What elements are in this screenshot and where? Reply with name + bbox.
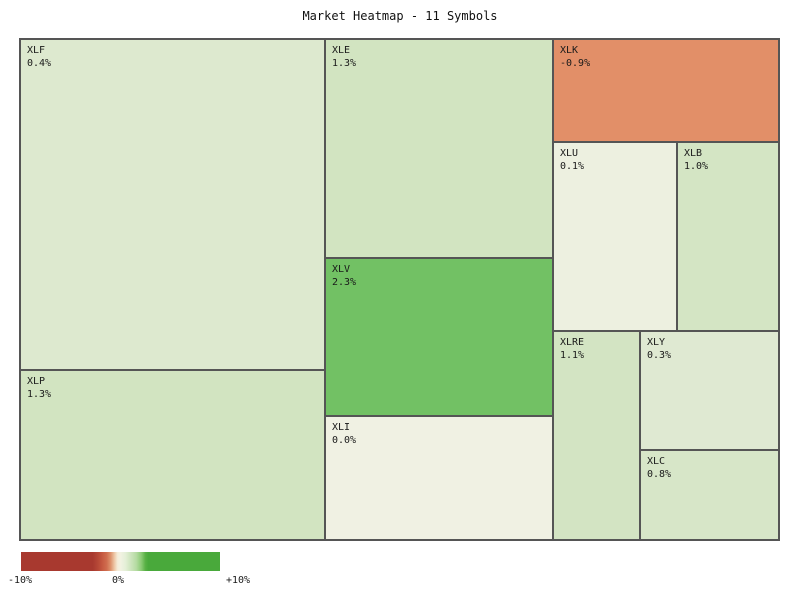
tile-xlp: XLP 1.3% — [19, 369, 326, 541]
tile-symbol: XLP — [27, 376, 46, 387]
tile-symbol: XLI — [332, 422, 351, 433]
tile-percent: 0.8% — [647, 469, 672, 480]
tile-symbol: XLF — [27, 45, 46, 56]
tile-percent: 1.1% — [560, 350, 585, 361]
tile-percent: 1.0% — [684, 161, 709, 172]
tile-xlu: XLU 0.1% — [552, 141, 678, 332]
tile-xlc: XLC 0.8% — [639, 449, 780, 541]
tile-xlf: XLF 0.4% — [19, 38, 326, 371]
tile-symbol: XLE — [332, 45, 351, 56]
tile-percent: -0.9% — [560, 58, 591, 69]
tile-symbol: XLC — [647, 456, 666, 467]
tile-xlk: XLK -0.9% — [552, 38, 780, 143]
colorbar-gradient — [21, 552, 220, 571]
treemap: XLF 0.4% XLP 1.3% XLE 1.3% XLV 2.3% XLI … — [19, 38, 780, 541]
colorbar-min-label: -10% — [8, 575, 33, 586]
tile-percent: 0.4% — [27, 58, 52, 69]
tile-xli: XLI 0.0% — [324, 415, 554, 541]
tile-symbol: XLB — [684, 148, 703, 159]
tile-xlv: XLV 2.3% — [324, 257, 554, 417]
tile-symbol: XLU — [560, 148, 579, 159]
colorbar-max-label: +10% — [226, 575, 251, 586]
tile-percent: 1.3% — [27, 389, 52, 400]
tile-symbol: XLRE — [560, 337, 585, 348]
tile-percent: 2.3% — [332, 277, 357, 288]
tile-percent: 1.3% — [332, 58, 357, 69]
colorbar-mid-label: 0% — [112, 575, 125, 586]
tile-percent: 0.3% — [647, 350, 672, 361]
tile-symbol: XLK — [560, 45, 579, 56]
tile-percent: 0.1% — [560, 161, 585, 172]
tile-xly: XLY 0.3% — [639, 330, 780, 451]
tile-percent: 0.0% — [332, 435, 357, 446]
tile-xlb: XLB 1.0% — [676, 141, 780, 332]
tile-symbol: XLV — [332, 264, 351, 275]
tile-symbol: XLY — [647, 337, 666, 348]
chart-title: Market Heatmap - 11 Symbols — [302, 9, 498, 23]
tile-xlre: XLRE 1.1% — [552, 330, 641, 541]
tile-xle: XLE 1.3% — [324, 38, 554, 259]
